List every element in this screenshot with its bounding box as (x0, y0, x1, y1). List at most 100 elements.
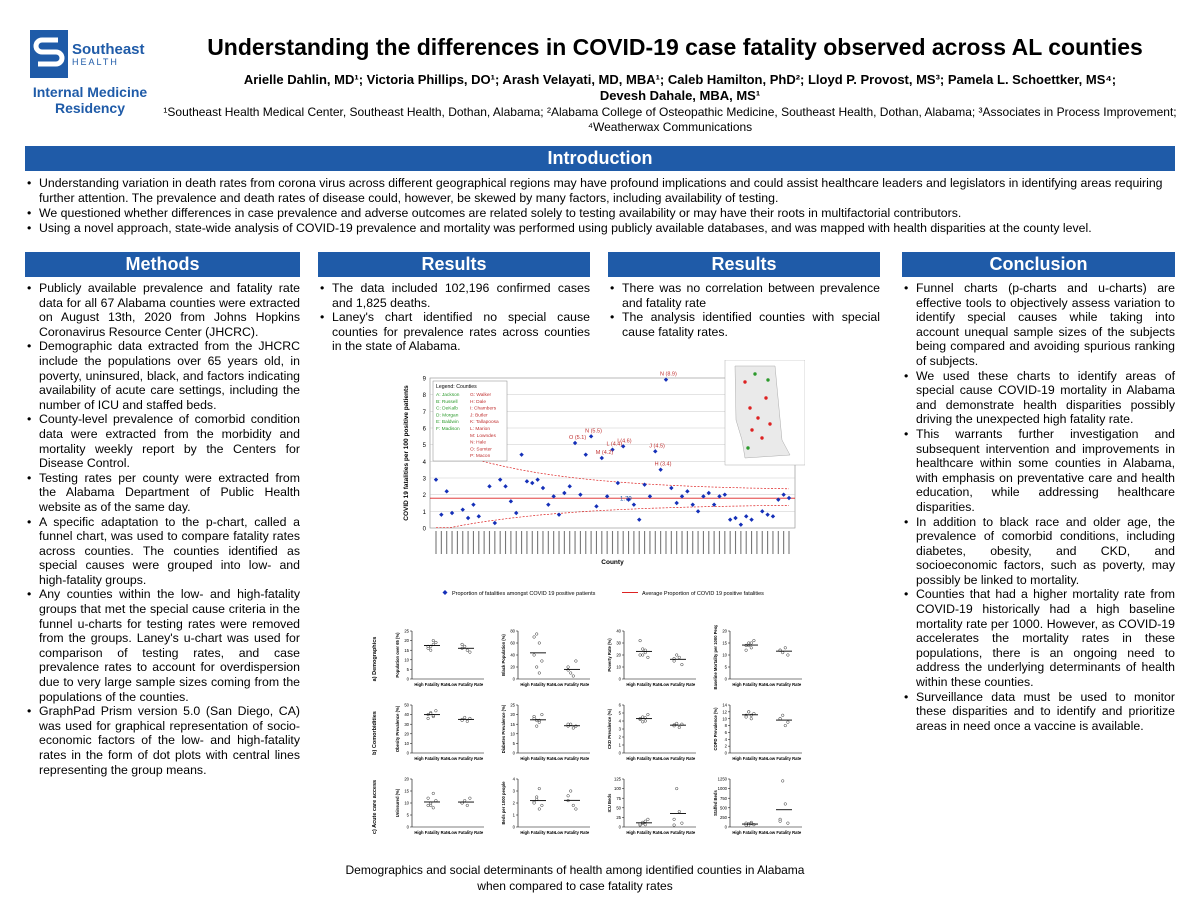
low-fatality-marker (753, 372, 757, 376)
results-section-1: Results The data included 102,196 confir… (318, 252, 590, 354)
bullet-item: There was no correlation between prevale… (608, 281, 880, 310)
dot-point (569, 789, 573, 793)
panel-tick-label: 40 (404, 712, 409, 717)
dot-point (680, 663, 684, 667)
legend-entry: F: Madison (436, 426, 460, 432)
panel-tick-label: 100 (614, 786, 622, 791)
panel-tick-label: 4 (619, 719, 622, 724)
panel-tick-label: 0 (619, 677, 622, 682)
dot-point (643, 719, 647, 723)
dot-point (646, 817, 650, 821)
panel-tick-label: 8 (725, 723, 728, 728)
dot-point (426, 796, 430, 800)
alabama-outline (734, 365, 791, 459)
category-label: Low Fatality Rate (767, 756, 802, 761)
bullet-item: The analysis identified counties with sp… (608, 310, 880, 339)
data-point (465, 515, 471, 521)
low-fatality-marker (766, 378, 770, 382)
category-label: High Fatality Rate (626, 830, 662, 835)
dot-point (535, 632, 539, 636)
dot-point (465, 719, 469, 723)
dot-point (434, 709, 438, 713)
dot-point (643, 819, 647, 823)
figure-caption: Demographics and social determinants of … (345, 863, 805, 893)
bullet-item: Surveillance data must be used to monito… (902, 690, 1175, 734)
panel-tick-label: 20 (722, 629, 727, 634)
authors-line1: Arielle Dahlin, MD¹; Victoria Phillips, … (243, 72, 1117, 87)
conclusion-list: Funnel charts (p-charts and u-charts) ar… (902, 281, 1175, 733)
dot-point (535, 665, 539, 669)
introduction-list: Understanding variation in death rates f… (25, 176, 1180, 236)
data-point (711, 502, 717, 507)
row-label: a) Demographics (372, 637, 378, 682)
point-label: J (4.5) (649, 443, 665, 449)
panel-tick-label: 0 (513, 677, 516, 682)
data-point (433, 477, 439, 482)
legend-entry: E: Baldwin (436, 419, 459, 425)
data-point (760, 509, 765, 514)
dot-point (429, 803, 433, 807)
category-label: Low Fatality Rate (555, 756, 590, 761)
southeast-logo-icon (30, 30, 68, 78)
category-label: Low Fatality Rate (449, 682, 484, 687)
category-label: Low Fatality Rate (661, 682, 696, 687)
lower-control-limit (436, 504, 790, 529)
panel-tick-label: 250 (720, 815, 728, 820)
methods-section: Methods Publicly available prevalence an… (25, 252, 300, 777)
panel-tick-label: 6 (619, 703, 622, 708)
category-label: Low Fatality Rate (449, 830, 484, 835)
panel-tick-label: 10 (510, 731, 515, 736)
bullet-item: GraphPad Prism version 5.0 (San Diego, C… (25, 704, 300, 777)
panel-tick-label: 4 (725, 737, 728, 742)
series-marker (442, 590, 448, 595)
dot-point (778, 819, 782, 823)
dot-point (468, 796, 472, 800)
dot-panel: 0 1 2 3 4 5 6 CKD Prevalence (%) High Fatality R… (607, 703, 696, 761)
panel-tick-label: 0 (619, 825, 622, 830)
panel-tick-label: 1 (513, 813, 516, 818)
dot-point (641, 715, 645, 719)
logo-residency: Internal Medicine Residency (30, 84, 150, 116)
panel-tick-label: 2 (619, 735, 622, 740)
poster-title: Understanding the differences in COVID-1… (207, 34, 1143, 60)
y-tick-label: 9 (423, 377, 427, 383)
panel-tick-label: 25 (404, 629, 409, 634)
panel-tick-label: 4 (513, 777, 516, 782)
y-tick-label: 1 (423, 510, 427, 516)
data-point (674, 500, 679, 506)
category-label: Low Fatality Rate (661, 830, 696, 835)
legend-entry: N: Hale (470, 440, 486, 446)
point-label: H (3.4) (655, 462, 672, 468)
category-label: High Fatality Rate (732, 830, 768, 835)
dot-point (569, 671, 573, 675)
data-point (572, 440, 578, 446)
category-label: High Fatality Rate (520, 830, 556, 835)
dot-point (672, 823, 676, 827)
low-fatality-marker (746, 446, 750, 450)
data-point (460, 507, 465, 512)
high-fatality-marker (748, 406, 752, 410)
dot-point (532, 714, 536, 719)
dot-point (465, 648, 469, 652)
dot-point (778, 717, 782, 721)
panel-tick-label: 0 (513, 751, 516, 756)
dot-panel: 0 1 2 3 4 Beds per 1000 people High Fatality R… (501, 777, 590, 835)
panel-tick-label: 5 (619, 711, 622, 716)
dot-point (540, 659, 544, 663)
high-fatality-marker (760, 436, 764, 440)
panel-y-label: Baseline Mortality per 1000 People (713, 625, 718, 689)
results-section-2: Results There was no correlation between… (608, 252, 880, 339)
y-tick-label: 5 (423, 443, 427, 449)
dot-point (566, 665, 570, 669)
data-point (663, 377, 669, 382)
panel-y-label: ICU Beds (607, 793, 612, 812)
panel-tick-label: 1000 (718, 786, 728, 791)
dot-point (752, 639, 756, 643)
dot-point (537, 671, 541, 675)
data-point (706, 490, 711, 496)
category-label: Low Fatality Rate (449, 756, 484, 761)
dot-point (569, 722, 573, 726)
panel-tick-label: 20 (404, 731, 409, 736)
legend-entry: O: Sumter (470, 446, 492, 452)
dot-point (786, 653, 790, 657)
